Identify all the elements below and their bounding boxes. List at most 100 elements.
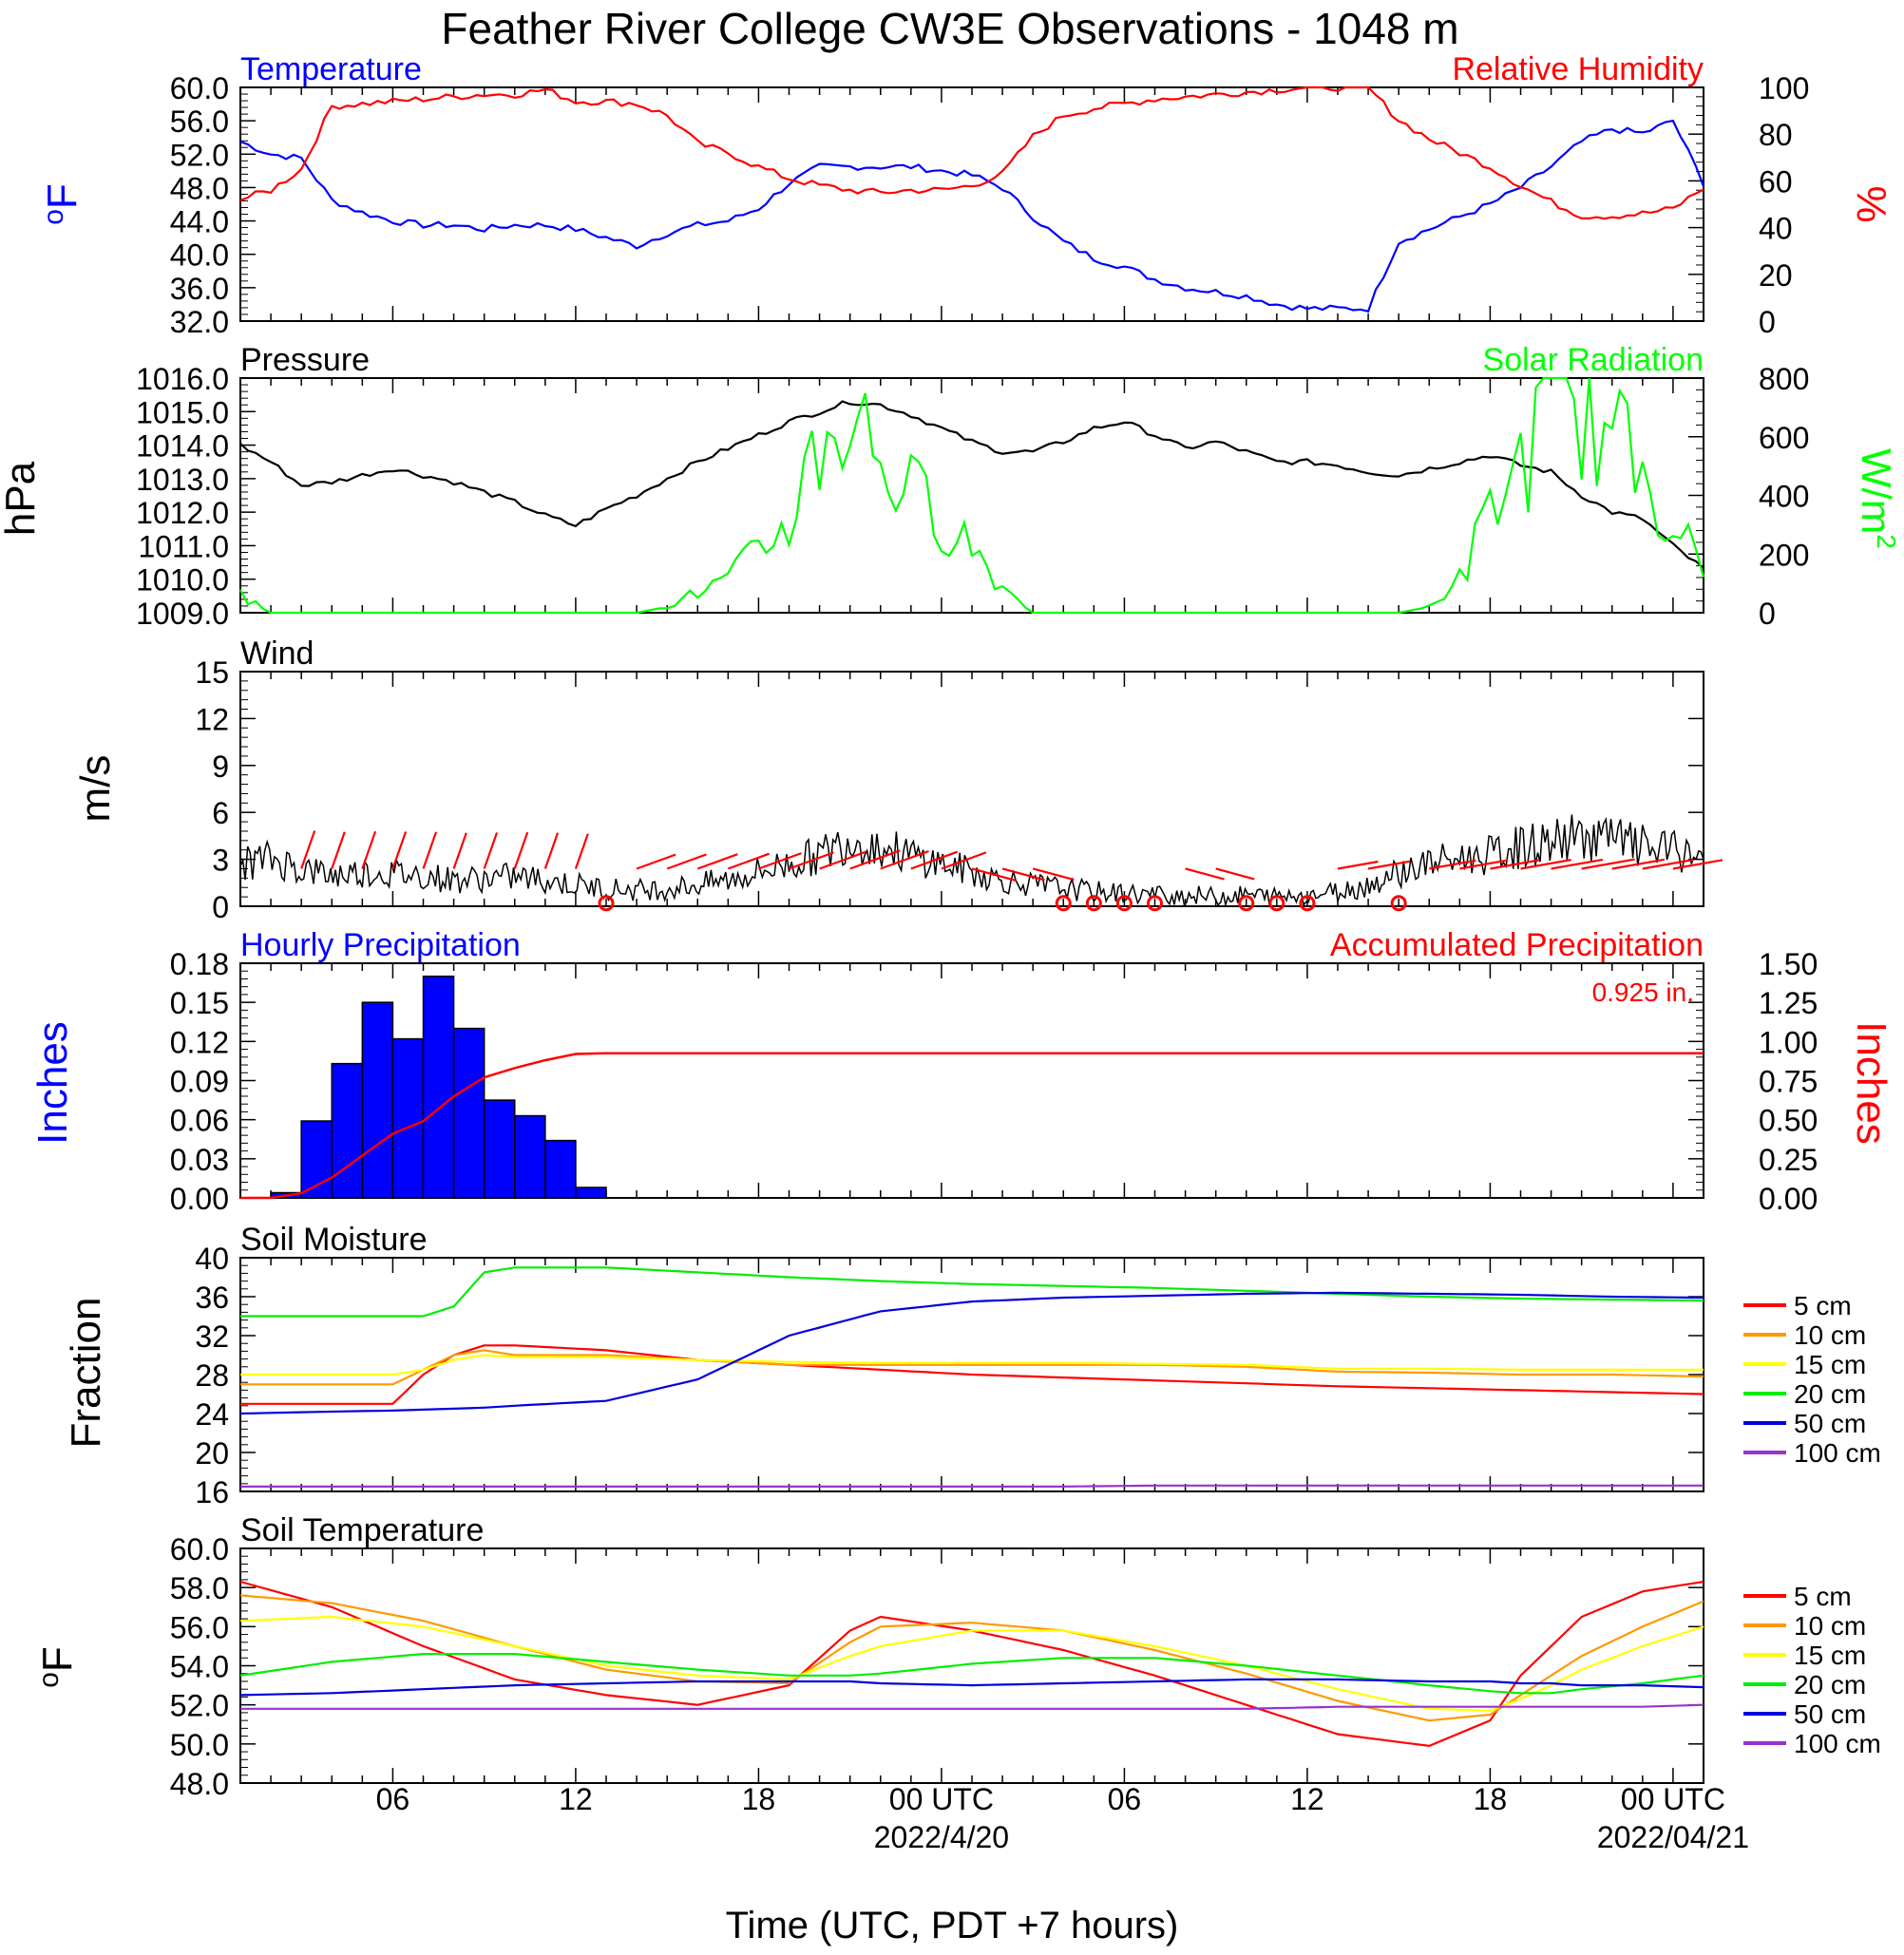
x-tick-label: 00 UTC — [889, 1782, 994, 1816]
x-axis-title: Time (UTC, PDT +7 hours) — [726, 1905, 1179, 1946]
y-tick-label-left: 48.0 — [170, 1767, 229, 1801]
wind-barb — [1520, 859, 1571, 870]
legend-label: 100 cm — [1794, 1729, 1881, 1758]
wind-barb — [1490, 859, 1539, 870]
x-date-label: 2022/4/20 — [874, 1820, 1009, 1854]
legend-label: 50 cm — [1794, 1409, 1866, 1438]
y-tick-label-left: 52.0 — [170, 138, 229, 172]
y-tick-label-left: 1015.0 — [136, 395, 229, 429]
y-tick-label-right: 80 — [1759, 118, 1793, 152]
wind-barb — [941, 851, 987, 870]
precip-bar — [331, 1062, 364, 1199]
wind-barb — [513, 831, 529, 869]
y-tick-label-right: 40 — [1759, 212, 1793, 246]
legend-label: 100 cm — [1794, 1438, 1881, 1468]
panel-title-left: Wind — [240, 636, 314, 672]
y-tick-label-left: 54.0 — [170, 1650, 229, 1684]
series-line-pressure — [239, 400, 1704, 569]
legend-label: 10 cm — [1794, 1611, 1866, 1641]
legend-label: 5 cm — [1794, 1582, 1852, 1611]
series-line-5-cm — [240, 1344, 1704, 1405]
y-tick-label-left: 0.18 — [170, 947, 229, 981]
y-axis-label-left: hPa — [0, 461, 44, 536]
panel-title-left: Temperature — [240, 51, 422, 87]
x-tick-label: 06 — [376, 1782, 410, 1816]
legend-label: 10 cm — [1794, 1320, 1866, 1350]
wind-barb — [666, 853, 707, 870]
series-line-50-cm — [239, 1678, 1704, 1697]
wind-barb — [391, 831, 408, 869]
y-tick-label-right: 1.50 — [1759, 947, 1818, 981]
y-tick-label-right: 0.00 — [1759, 1182, 1818, 1216]
calm-wind-marker — [1055, 895, 1072, 912]
panel-soil-temperature: 60.0 58.0 56.0 54.0 52.0 50.0 48.0 Soil Tempera… — [33, 1512, 1881, 1801]
wind-barb — [696, 853, 738, 870]
y-tick-label-left: 1009.0 — [136, 597, 229, 631]
y-tick-label-left: 0.09 — [170, 1065, 229, 1099]
wind-barb — [758, 852, 802, 870]
y-axis-label-right: Inches — [1848, 1021, 1894, 1145]
y-tick-label-left: 1010.0 — [136, 563, 229, 598]
y-tick-label-left: 58.0 — [170, 1571, 229, 1605]
wind-barb — [1215, 867, 1255, 881]
series-line-wind — [239, 814, 1704, 907]
y-tick-label-left: 36.0 — [170, 272, 229, 306]
y-tick-label-left: 16 — [195, 1475, 229, 1509]
accumulated-precip-line — [240, 1052, 1704, 1200]
y-tick-label-right: 1.00 — [1759, 1025, 1818, 1059]
wind-barb — [1429, 859, 1476, 870]
wind-barb — [1367, 860, 1411, 870]
series-line-relative-humidity — [239, 85, 1704, 220]
y-tick-label-right: 60 — [1759, 164, 1793, 199]
wind-barb — [1001, 867, 1045, 882]
precip-total-label: 0.925 in. — [1592, 978, 1694, 1007]
legend-label: 20 cm — [1794, 1379, 1866, 1409]
wind-barb — [452, 832, 467, 869]
figure-title: Feather River College CW3E Observations … — [441, 4, 1458, 53]
calm-wind-marker — [1299, 895, 1316, 912]
panel-title-left: Hourly Precipitation — [240, 927, 521, 963]
panel-wind: 15 12 9 6 3 0 Wind m/s — [72, 636, 1723, 924]
y-axis-label-left: Inches — [29, 1021, 76, 1145]
precip-bar — [483, 1099, 516, 1199]
y-tick-label-left: 9 — [212, 750, 229, 784]
y-tick-label-left: 60.0 — [170, 1532, 229, 1566]
calm-wind-marker — [1268, 895, 1285, 912]
y-tick-label-left: 40 — [195, 1242, 229, 1276]
y-tick-label-right: 600 — [1759, 421, 1809, 455]
y-tick-label-left: 1013.0 — [136, 463, 229, 497]
y-tick-label-left: 0 — [212, 890, 229, 924]
y-tick-label-left: 50.0 — [170, 1728, 229, 1762]
y-tick-label-left: 44.0 — [170, 205, 229, 239]
panel-title-left: Soil Moisture — [240, 1222, 428, 1258]
wind-barb — [1672, 859, 1723, 870]
y-axis-label-left: m/s — [72, 755, 119, 823]
series-line-10-cm — [240, 1349, 1704, 1386]
series-line-20-cm — [240, 1266, 1704, 1318]
y-tick-label-left: 0.00 — [170, 1182, 229, 1216]
wind-barb — [1032, 867, 1075, 882]
panel-title-left: Soil Temperature — [240, 1512, 484, 1548]
y-tick-label-right: 0.75 — [1759, 1065, 1818, 1099]
panel-precipitation: 0.18 0.15 0.12 0.09 0.06 0.03 0.00 1.50 1.25 1.00… — [29, 927, 1894, 1216]
y-tick-label-left: 1016.0 — [136, 362, 229, 396]
x-tick-label: 12 — [1290, 1782, 1324, 1816]
legend-label: 50 cm — [1794, 1699, 1866, 1729]
precip-bar — [452, 1027, 486, 1199]
y-tick-label-left: 1011.0 — [139, 529, 230, 563]
y-tick-label-left: 20 — [195, 1436, 229, 1471]
panel-title-right: Accumulated Precipitation — [1330, 927, 1704, 963]
y-tick-label-right: 0 — [1759, 305, 1776, 339]
y-tick-label-left: 32.0 — [170, 305, 229, 339]
calm-wind-marker — [1147, 895, 1163, 912]
wind-barb — [1551, 858, 1604, 870]
legend-label: 15 cm — [1794, 1350, 1866, 1379]
y-axis-label-left: oF — [38, 183, 86, 225]
plot-frame — [239, 1547, 1704, 1784]
calm-wind-marker — [1115, 895, 1133, 912]
y-tick-label-left: 36 — [195, 1281, 229, 1315]
y-axis-label-left: Fraction — [63, 1298, 109, 1449]
